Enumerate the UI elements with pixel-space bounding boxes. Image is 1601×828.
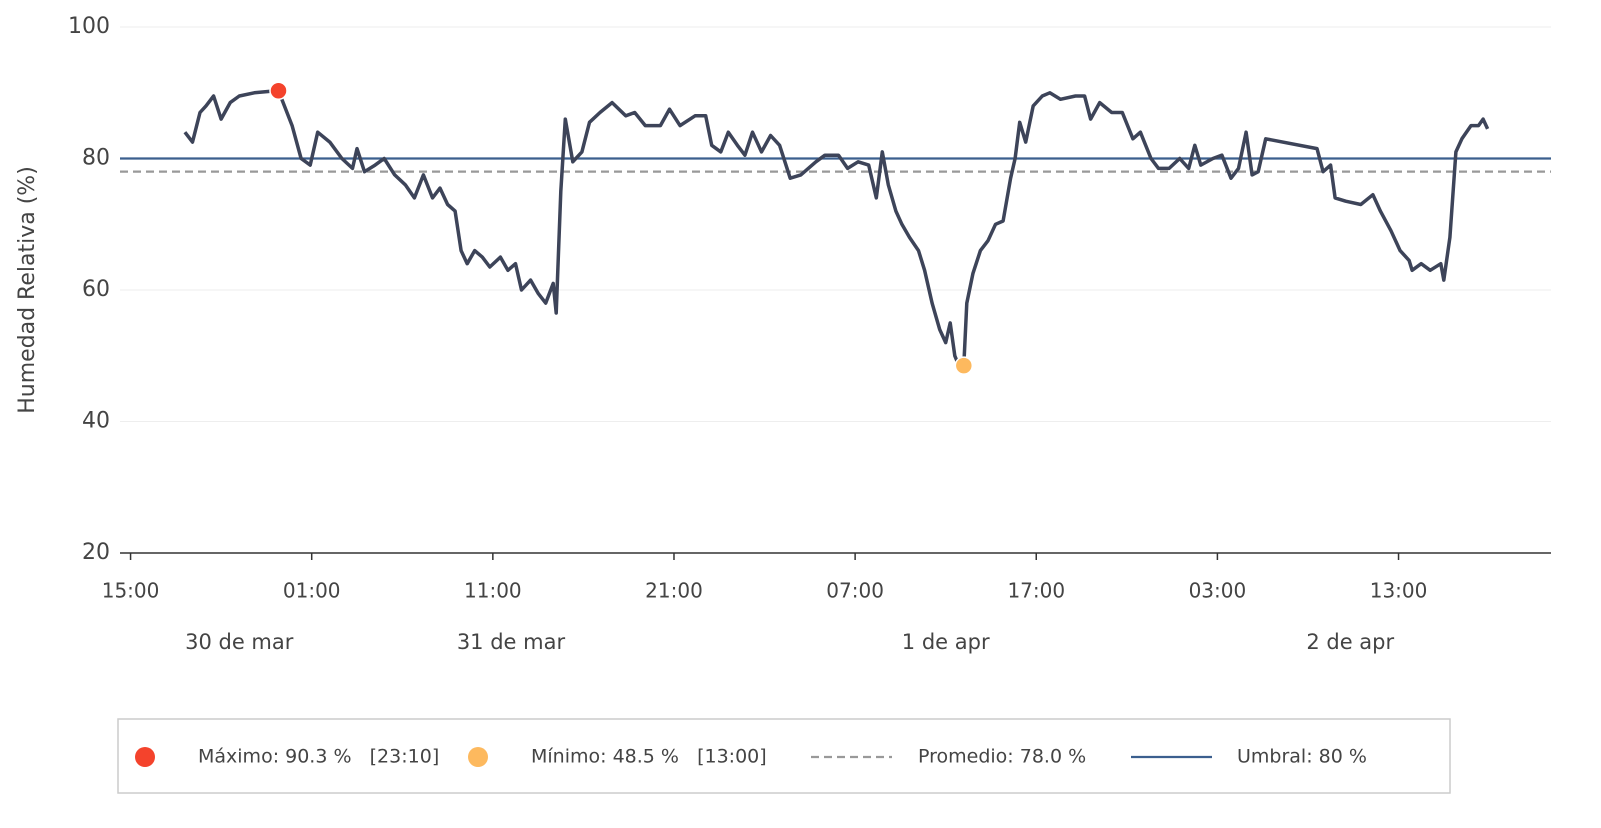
x-tick-label: 11:00 (464, 579, 522, 603)
x-tick-label: 03:00 (1189, 579, 1247, 603)
y-tick-label: 100 (68, 14, 110, 39)
humidity-line (183, 89, 1490, 368)
x-tick-label: 21:00 (645, 579, 703, 603)
day-label: 1 de apr (902, 630, 990, 654)
y-tick-label: 80 (82, 146, 110, 171)
y-axis-label: Humedad Relativa (%) (15, 166, 40, 414)
x-tick-label: 01:00 (283, 579, 341, 603)
day-label: 2 de apr (1306, 630, 1394, 654)
x-tick-label: 07:00 (826, 579, 884, 603)
day-label: 31 de mar (457, 630, 566, 654)
y-tick-label: 60 (82, 277, 110, 302)
x-tick-label: 15:00 (102, 579, 160, 603)
extreme-marker (954, 356, 974, 375)
legend-label: Máximo: 90.3 % [23:10] (198, 746, 439, 768)
y-tick-label: 40 (82, 409, 110, 434)
day-label: 30 de mar (185, 630, 294, 654)
legend-label: Promedio: 78.0 % (918, 746, 1086, 768)
x-tick-label: 13:00 (1370, 579, 1428, 603)
legend-label: Mínimo: 48.5 % [13:00] (531, 746, 767, 768)
y-tick-label: 20 (82, 540, 110, 565)
legend-box (117, 718, 1451, 794)
legend-marker (135, 747, 155, 767)
legend-marker (468, 747, 488, 767)
x-tick-label: 17:00 (1007, 579, 1065, 603)
legend-label: Umbral: 80 % (1237, 746, 1367, 768)
extreme-marker (269, 81, 288, 101)
